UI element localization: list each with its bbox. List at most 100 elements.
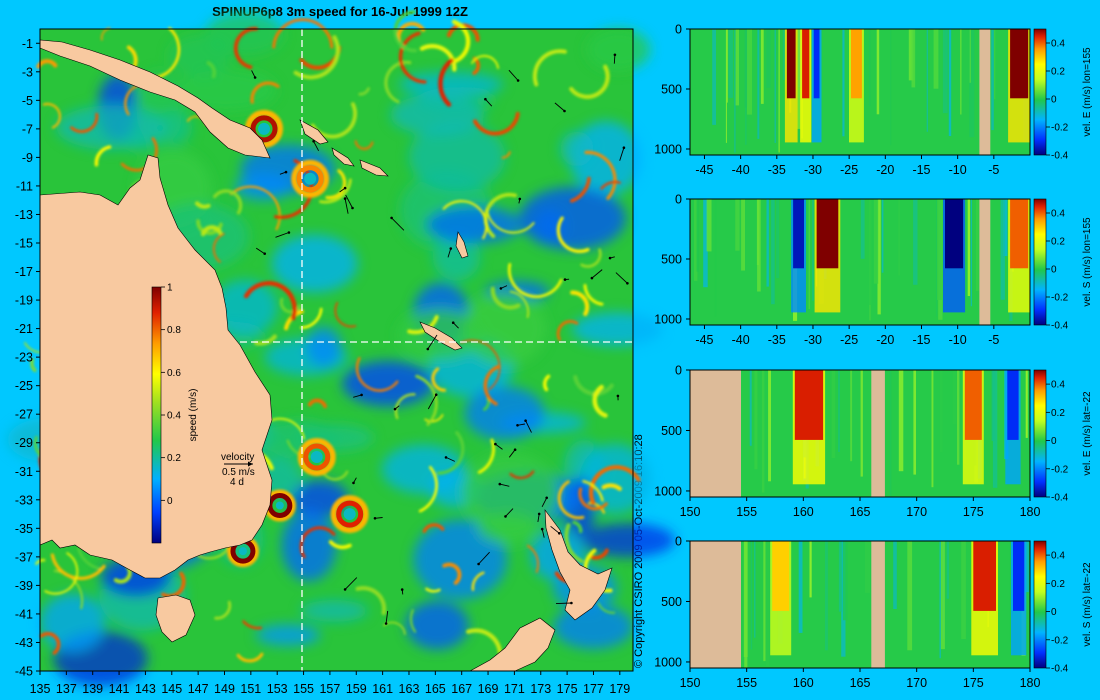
velocity-arrow-head [426, 347, 430, 351]
current-filament [592, 384, 608, 418]
current-filament [250, 81, 280, 104]
map-y-tick-label: -13 [15, 208, 33, 222]
section-colorbar [1033, 369, 1047, 498]
section-x-tick-label: -20 [876, 333, 894, 347]
speed-colorbar-gradient [151, 286, 162, 544]
map-y-tick-label: -33 [15, 493, 33, 507]
current-filament [438, 58, 454, 107]
map-x-tick-label: 173 [530, 682, 551, 696]
section-x-tick-label: 150 [680, 505, 701, 519]
section-colorbar-tick-label: -0.4 [1051, 664, 1069, 675]
speed-colorbar-tick-label: 0.4 [167, 411, 181, 422]
map-y-tick-label: -9 [22, 151, 33, 165]
section-colorbar [1033, 198, 1047, 326]
current-patch [406, 601, 469, 650]
velocity-arrow-head [563, 109, 566, 113]
section-colorbar-tick-label: -0.2 [1051, 464, 1069, 475]
section-colorbar-tick-label: 0.2 [1051, 579, 1065, 590]
current-patch [519, 186, 626, 250]
section-streak [937, 199, 942, 300]
current-patch [255, 624, 321, 646]
velocity-arrow-head [343, 197, 347, 200]
section-streak [831, 370, 836, 458]
section-streak [942, 29, 948, 114]
section-streak [961, 541, 966, 639]
current-filament [319, 178, 352, 204]
current-filament [543, 374, 551, 392]
current-patch [432, 232, 481, 281]
section-x-tick-label: -45 [695, 333, 713, 347]
map-y-tick-label: -45 [15, 665, 33, 679]
map-y-tick-label: -3 [22, 65, 33, 79]
current-filament [393, 10, 417, 53]
section-x-tick-label: 180 [1020, 505, 1041, 519]
section-y-tick-label: 0 [675, 364, 682, 378]
velocity-arrow [591, 269, 603, 279]
current-filament [442, 200, 488, 240]
velocity-arrow [275, 232, 290, 238]
section-colorbar-tick-label: 0.4 [1051, 39, 1065, 50]
section-streak [754, 541, 756, 638]
current-patch [235, 173, 292, 201]
velocity-arrow [427, 334, 438, 350]
current-filament [501, 151, 511, 159]
current-filament [556, 320, 579, 341]
section-streak [712, 29, 716, 125]
velocity-arrow-head [384, 622, 388, 625]
speed-colorbar-tick-label: 0.8 [167, 325, 181, 336]
section-colorbar [1033, 540, 1047, 669]
current-filament [587, 502, 606, 514]
velocity-arrow [391, 217, 405, 231]
map-y-tick-label: -39 [15, 579, 33, 593]
velocity-arrow [541, 528, 545, 538]
section-streak [825, 541, 828, 651]
new-zealand-north-land [544, 509, 613, 621]
velocity-arrow-head [504, 515, 507, 518]
eddy-ring [303, 443, 331, 471]
section-streak [940, 541, 945, 650]
section-y-tick-label: 0 [675, 535, 682, 549]
vanuatu-land [455, 231, 469, 259]
section-colorbar-tick-label: -0.2 [1051, 123, 1069, 134]
section-colorbar-tick-label: -0.2 [1051, 635, 1069, 646]
current-filament [307, 398, 327, 409]
section-streak [771, 199, 775, 305]
current-filament [396, 21, 426, 43]
current-patch [587, 28, 651, 71]
current-filament [564, 523, 584, 564]
section-streak [1000, 199, 1005, 300]
velocity-arrow-head [451, 321, 455, 325]
map-y-tick-label: -27 [15, 408, 33, 422]
section-streak [865, 541, 870, 593]
velocity-arrow [537, 513, 540, 522]
current-filament [446, 23, 480, 42]
section-panel: 150 155 160 165 170 175 180 0 500 1000 -0.4 -0.2 0 0.… [654, 364, 1093, 520]
section-streak [741, 199, 745, 271]
current-filament [214, 600, 232, 620]
section-streak [898, 199, 900, 276]
eddy-core [238, 547, 247, 556]
section-streak [976, 199, 979, 291]
section-streak [809, 541, 812, 598]
current-patch [271, 234, 358, 293]
section-streak [911, 29, 916, 88]
section-x-tick-label: -5 [988, 333, 999, 347]
section-x-tick-label: 175 [963, 676, 984, 690]
velocity-arrow-head [537, 512, 541, 516]
velocity-key-time: 4 d [230, 477, 244, 488]
section-panels: -45 -40 -35 -30 -25 -20 -15 -10 -5 0 500 1000 -0.4 -0… [654, 23, 1093, 691]
eddy-core [258, 122, 271, 135]
map-y-tick-label: -17 [15, 265, 33, 279]
section-streak [969, 29, 971, 83]
map-x-tick-label: 177 [583, 682, 604, 696]
section-streak [766, 199, 769, 287]
map-y-tick-label: -43 [15, 636, 33, 650]
section-ylabel: vel. S (m/s) lat=-22 [1082, 562, 1093, 647]
section-colorbar-tick-label: 0.4 [1051, 209, 1065, 220]
map-y-tick-label: -15 [15, 237, 33, 251]
current-filament [600, 180, 621, 190]
current-patch [408, 122, 506, 192]
velocity-arrows [251, 53, 629, 625]
speed-colorbar-label: speed (m/s) [188, 389, 199, 442]
map-x-tick-label: 175 [557, 682, 578, 696]
